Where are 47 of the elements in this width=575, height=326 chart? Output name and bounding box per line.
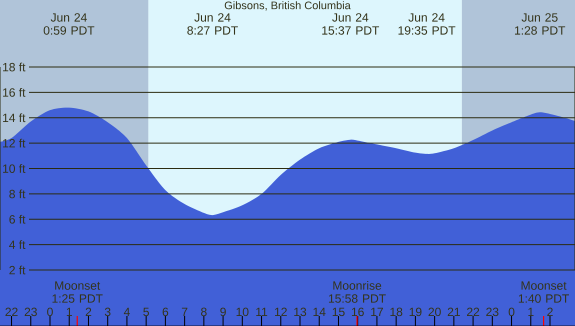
x-tick-label: 8: [201, 308, 207, 316]
text: Jun 24 15:37 PDT: [322, 13, 380, 35]
x-tick-label: 12: [275, 308, 287, 316]
y-tick-label: 4 ft: [9, 240, 26, 250]
x-tick-label: 7: [182, 308, 188, 316]
x-tick-label: 14: [313, 308, 326, 316]
text: Jun 24 8:27 PDT: [187, 13, 238, 35]
x-tick-label: 6: [162, 308, 168, 316]
x-tick-label: 3: [104, 308, 110, 316]
x-tick-label: 18: [390, 308, 402, 316]
y-tick-label: 6 ft: [9, 214, 26, 224]
x-tick-label: 1: [66, 308, 72, 316]
x-tick-label: 0: [508, 308, 514, 316]
x-tick-label: 23: [486, 308, 498, 316]
x-tick-label: 5: [143, 308, 149, 316]
x-tick-label: 22: [467, 308, 480, 316]
x-tick-label: 10: [236, 308, 249, 316]
y-tick-label: 14 ft: [3, 113, 26, 122]
x-tick-label: 21: [448, 308, 460, 316]
ref-line-label: Moonset 1:40 PDT: [518, 281, 569, 303]
x-tick-label: 16: [352, 308, 364, 316]
x-tick-label: 9: [220, 308, 226, 316]
y-tick-label: 12 ft: [3, 138, 26, 148]
chart-title: Gibsons, British Columbia: [224, 1, 351, 11]
x-tick-label: 4: [124, 308, 130, 316]
text: Jun 24 19:35 PDT: [398, 13, 456, 35]
x-tick-label: 22: [5, 308, 18, 316]
ref-line-label: Moonset 1:25 PDT: [52, 281, 103, 303]
x-tick-label: 15: [332, 308, 345, 316]
x-tick-label: 19: [410, 308, 422, 316]
y-tick-label: 2 ft: [9, 266, 26, 274]
x-tick-label: 2: [86, 308, 92, 316]
text: Jun 25 1:28 PDT: [514, 13, 566, 35]
y-tick-label: 8 ft: [9, 189, 26, 198]
x-tick-label: 20: [428, 308, 441, 316]
y-tick-label: 16 ft: [3, 88, 26, 97]
x-tick-label: 13: [294, 308, 306, 316]
text: Jun 24 0:59 PDT: [44, 13, 94, 35]
x-tick-label: 11: [256, 308, 268, 316]
y-tick-label: 10 ft: [3, 164, 26, 173]
x-tick-label: 1: [528, 308, 534, 316]
x-tick-label: 2: [547, 308, 553, 316]
x-tick-label: 17: [371, 308, 384, 316]
x-tick-label: 0: [47, 308, 53, 316]
ref-line-label: Moonrise 15:58 PDT: [328, 280, 386, 303]
y-tick-label: 18 ft: [3, 62, 26, 72]
x-tick-label: 23: [24, 308, 37, 316]
